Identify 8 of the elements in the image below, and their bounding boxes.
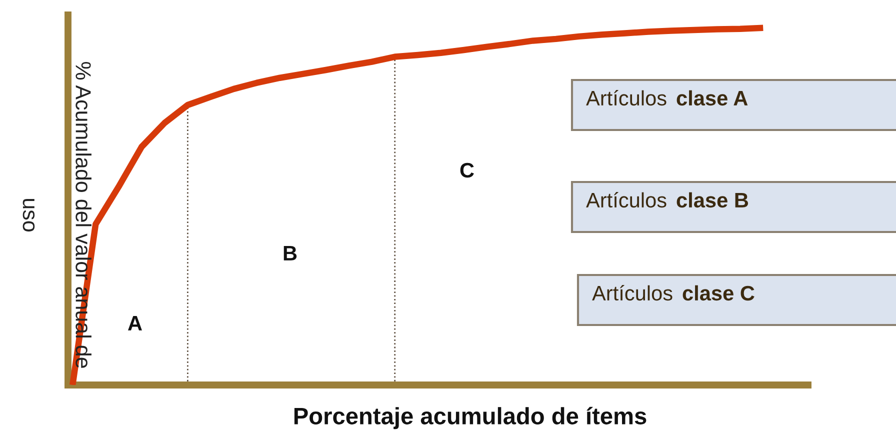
annotation: A [128, 316, 142, 330]
x-axis-title: Porcentaje acumulado de ítems [294, 406, 646, 430]
annotation: C [460, 162, 474, 178]
annotation: B [284, 246, 297, 260]
annotation: Artículos clase B [586, 192, 748, 208]
annotation: Artículos clase A [586, 90, 748, 106]
annotation: Artículos clase C [592, 285, 754, 301]
text: % Acumulado del valor anual de uso [22, 62, 92, 368]
